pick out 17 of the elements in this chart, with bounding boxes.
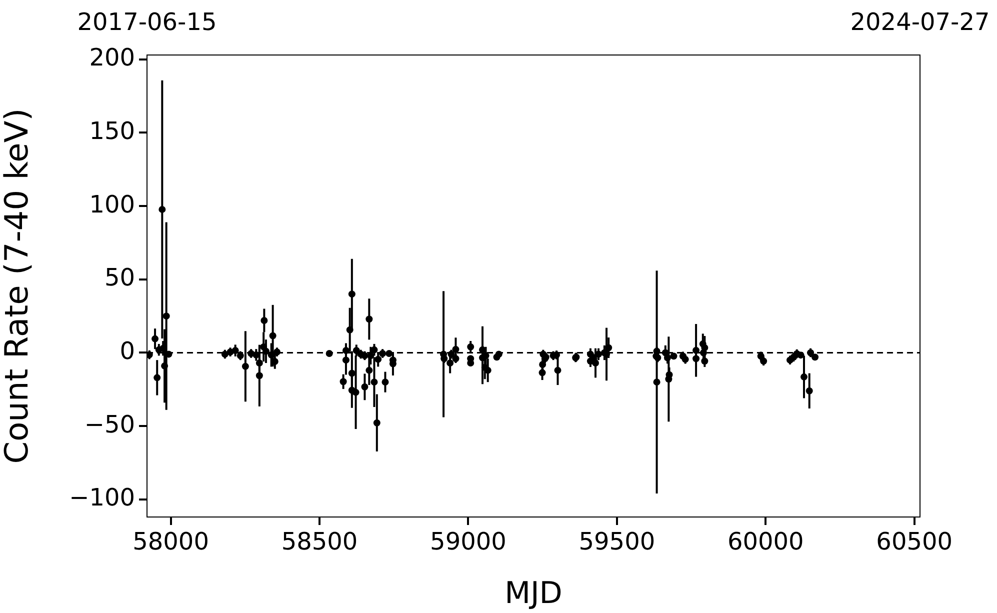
x-tick-label: 58000 xyxy=(132,528,209,556)
x-tick-label: 58500 xyxy=(281,528,358,556)
y-tick-label: 150 xyxy=(89,116,135,145)
y-tick-label: 200 xyxy=(89,44,135,72)
y-tick-label: −100 xyxy=(69,484,135,512)
x-tick-label: 60500 xyxy=(876,528,953,556)
y-axis-title: Count Rate (7-40 keV) xyxy=(0,108,36,464)
y-tick-label: 50 xyxy=(104,264,135,292)
y-tick-label: −50 xyxy=(84,410,135,438)
text: 2024-07-27 xyxy=(850,8,990,36)
y-tick-label: 0 xyxy=(120,336,135,365)
x-tick-label: 59000 xyxy=(430,528,506,556)
x-tick-label: 59500 xyxy=(578,528,656,556)
x-axis-title: MJD xyxy=(504,576,562,611)
x-tick-label: 60000 xyxy=(727,528,804,556)
y-tick-label: 100 xyxy=(89,190,135,218)
text: 2017-06-15 xyxy=(77,8,217,36)
